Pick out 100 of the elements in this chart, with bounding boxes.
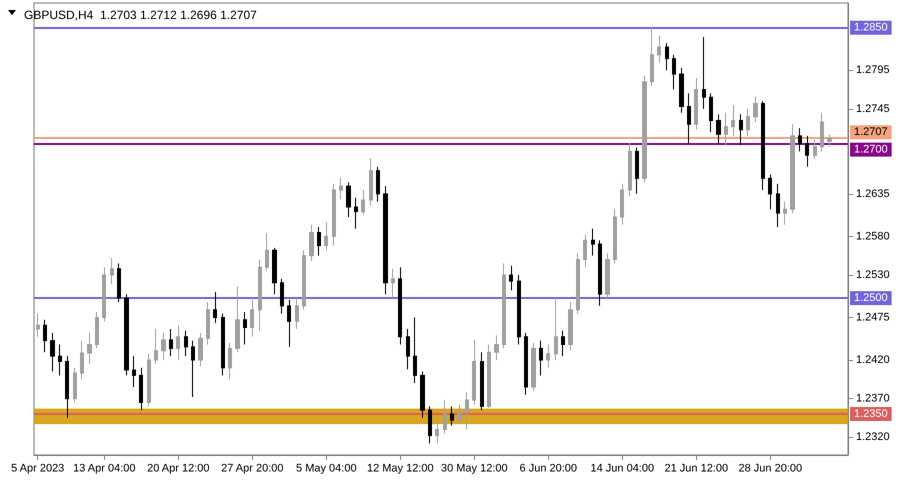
candlestick xyxy=(287,299,291,348)
candlestick xyxy=(613,208,617,264)
candlestick xyxy=(435,420,439,444)
candlestick xyxy=(132,356,136,388)
candlestick xyxy=(58,344,62,376)
candlestick xyxy=(554,298,558,360)
candlestick xyxy=(361,189,365,216)
candlestick xyxy=(820,112,824,152)
candlestick xyxy=(250,298,254,338)
candlestick xyxy=(465,392,469,430)
candlestick xyxy=(746,108,750,136)
y-tick-label: 1.2420 xyxy=(856,354,890,366)
candlestick xyxy=(805,135,809,168)
candlestick xyxy=(457,404,462,424)
candlestick xyxy=(450,406,454,426)
x-tick-label: 28 Jun 20:00 xyxy=(738,462,802,474)
candlestick xyxy=(494,334,499,360)
candlestick xyxy=(413,316,417,384)
candlestick xyxy=(443,400,447,434)
candlestick xyxy=(739,114,743,146)
candlestick xyxy=(406,328,410,370)
y-tick-label: 1.2370 xyxy=(856,392,890,405)
candlestick xyxy=(43,319,47,353)
candlestick xyxy=(309,224,314,262)
x-tick-label: 27 Apr 20:00 xyxy=(221,462,284,474)
ref-line-label: 1.2350 xyxy=(854,408,888,420)
candlestick xyxy=(702,36,706,110)
candlestick xyxy=(635,146,639,194)
candlestick xyxy=(576,252,580,314)
candlestick xyxy=(280,278,284,314)
candlestick xyxy=(605,252,610,299)
candlestick xyxy=(383,186,388,295)
candlestick xyxy=(154,328,158,364)
y-tick-label: 1.2635 xyxy=(856,188,890,200)
candlestick xyxy=(110,257,114,285)
candlestick xyxy=(243,312,247,346)
candlestick xyxy=(531,342,536,392)
candlestick xyxy=(147,353,151,407)
candlestick xyxy=(620,183,624,226)
candlestick xyxy=(161,332,166,360)
candlestick xyxy=(339,177,343,200)
candlestick xyxy=(213,291,217,324)
ref-line-label: 1.2500 xyxy=(854,292,888,304)
candlestick xyxy=(65,356,69,418)
candlestick xyxy=(827,134,832,148)
candlestick xyxy=(228,342,232,380)
candlestick xyxy=(716,114,721,144)
x-tick-label: 6 Jun 20:00 xyxy=(520,462,578,474)
candlestick xyxy=(509,265,513,291)
candlestick xyxy=(36,313,40,338)
chart-title: GBPUSD,H4 1.2703 1.2712 1.2696 1.2707 xyxy=(24,8,258,22)
candlestick xyxy=(694,77,698,130)
candlestick xyxy=(687,92,691,144)
y-tick-label: 1.2795 xyxy=(856,64,890,76)
candlestick xyxy=(813,139,817,160)
candlestick xyxy=(258,259,262,332)
candlestick xyxy=(768,174,772,210)
candlestick xyxy=(591,228,595,256)
candlestick xyxy=(790,124,795,214)
candlestick xyxy=(665,42,669,71)
candlestick xyxy=(709,92,713,133)
candlestick xyxy=(568,302,573,352)
candlestick xyxy=(317,226,321,256)
candlestick xyxy=(302,250,306,310)
candlestick xyxy=(420,371,425,418)
x-tick-label: 5 Apr 2023 xyxy=(11,462,64,474)
candlestick xyxy=(235,286,240,353)
candlestick xyxy=(206,302,210,346)
candlestick xyxy=(761,100,765,190)
candlestick xyxy=(391,268,395,299)
candlestick xyxy=(539,340,543,376)
ref-line-label: 1.2707 xyxy=(854,126,888,138)
ref-line-label: 1.2850 xyxy=(854,22,888,34)
candlestick xyxy=(724,112,728,146)
candlestick xyxy=(598,240,602,306)
candlestick xyxy=(332,183,336,246)
candlestick xyxy=(184,330,188,357)
candlestick xyxy=(324,222,328,251)
candlestick xyxy=(487,344,491,408)
candlestick xyxy=(272,247,277,295)
candlestick xyxy=(628,142,632,197)
candlestick xyxy=(139,367,143,411)
candlestick xyxy=(376,166,380,202)
x-tick-label: 13 Apr 04:00 xyxy=(73,462,136,474)
candlestick xyxy=(95,312,99,349)
candlestick xyxy=(472,339,476,406)
candlestick xyxy=(295,298,299,330)
x-tick-label: 21 Jun 12:00 xyxy=(664,462,728,474)
candlestick xyxy=(731,104,735,136)
candlestick xyxy=(50,332,55,372)
x-tick-label: 30 May 12:00 xyxy=(440,462,508,474)
candlestick xyxy=(221,313,225,376)
candlestick xyxy=(672,54,676,90)
candlestick xyxy=(650,27,654,86)
x-tick-label: 20 Apr 12:00 xyxy=(147,462,210,474)
candlestick xyxy=(191,340,195,398)
candlestick xyxy=(546,344,550,368)
candlestick xyxy=(346,182,351,218)
candlestick xyxy=(502,262,506,349)
candlestick xyxy=(369,158,373,206)
